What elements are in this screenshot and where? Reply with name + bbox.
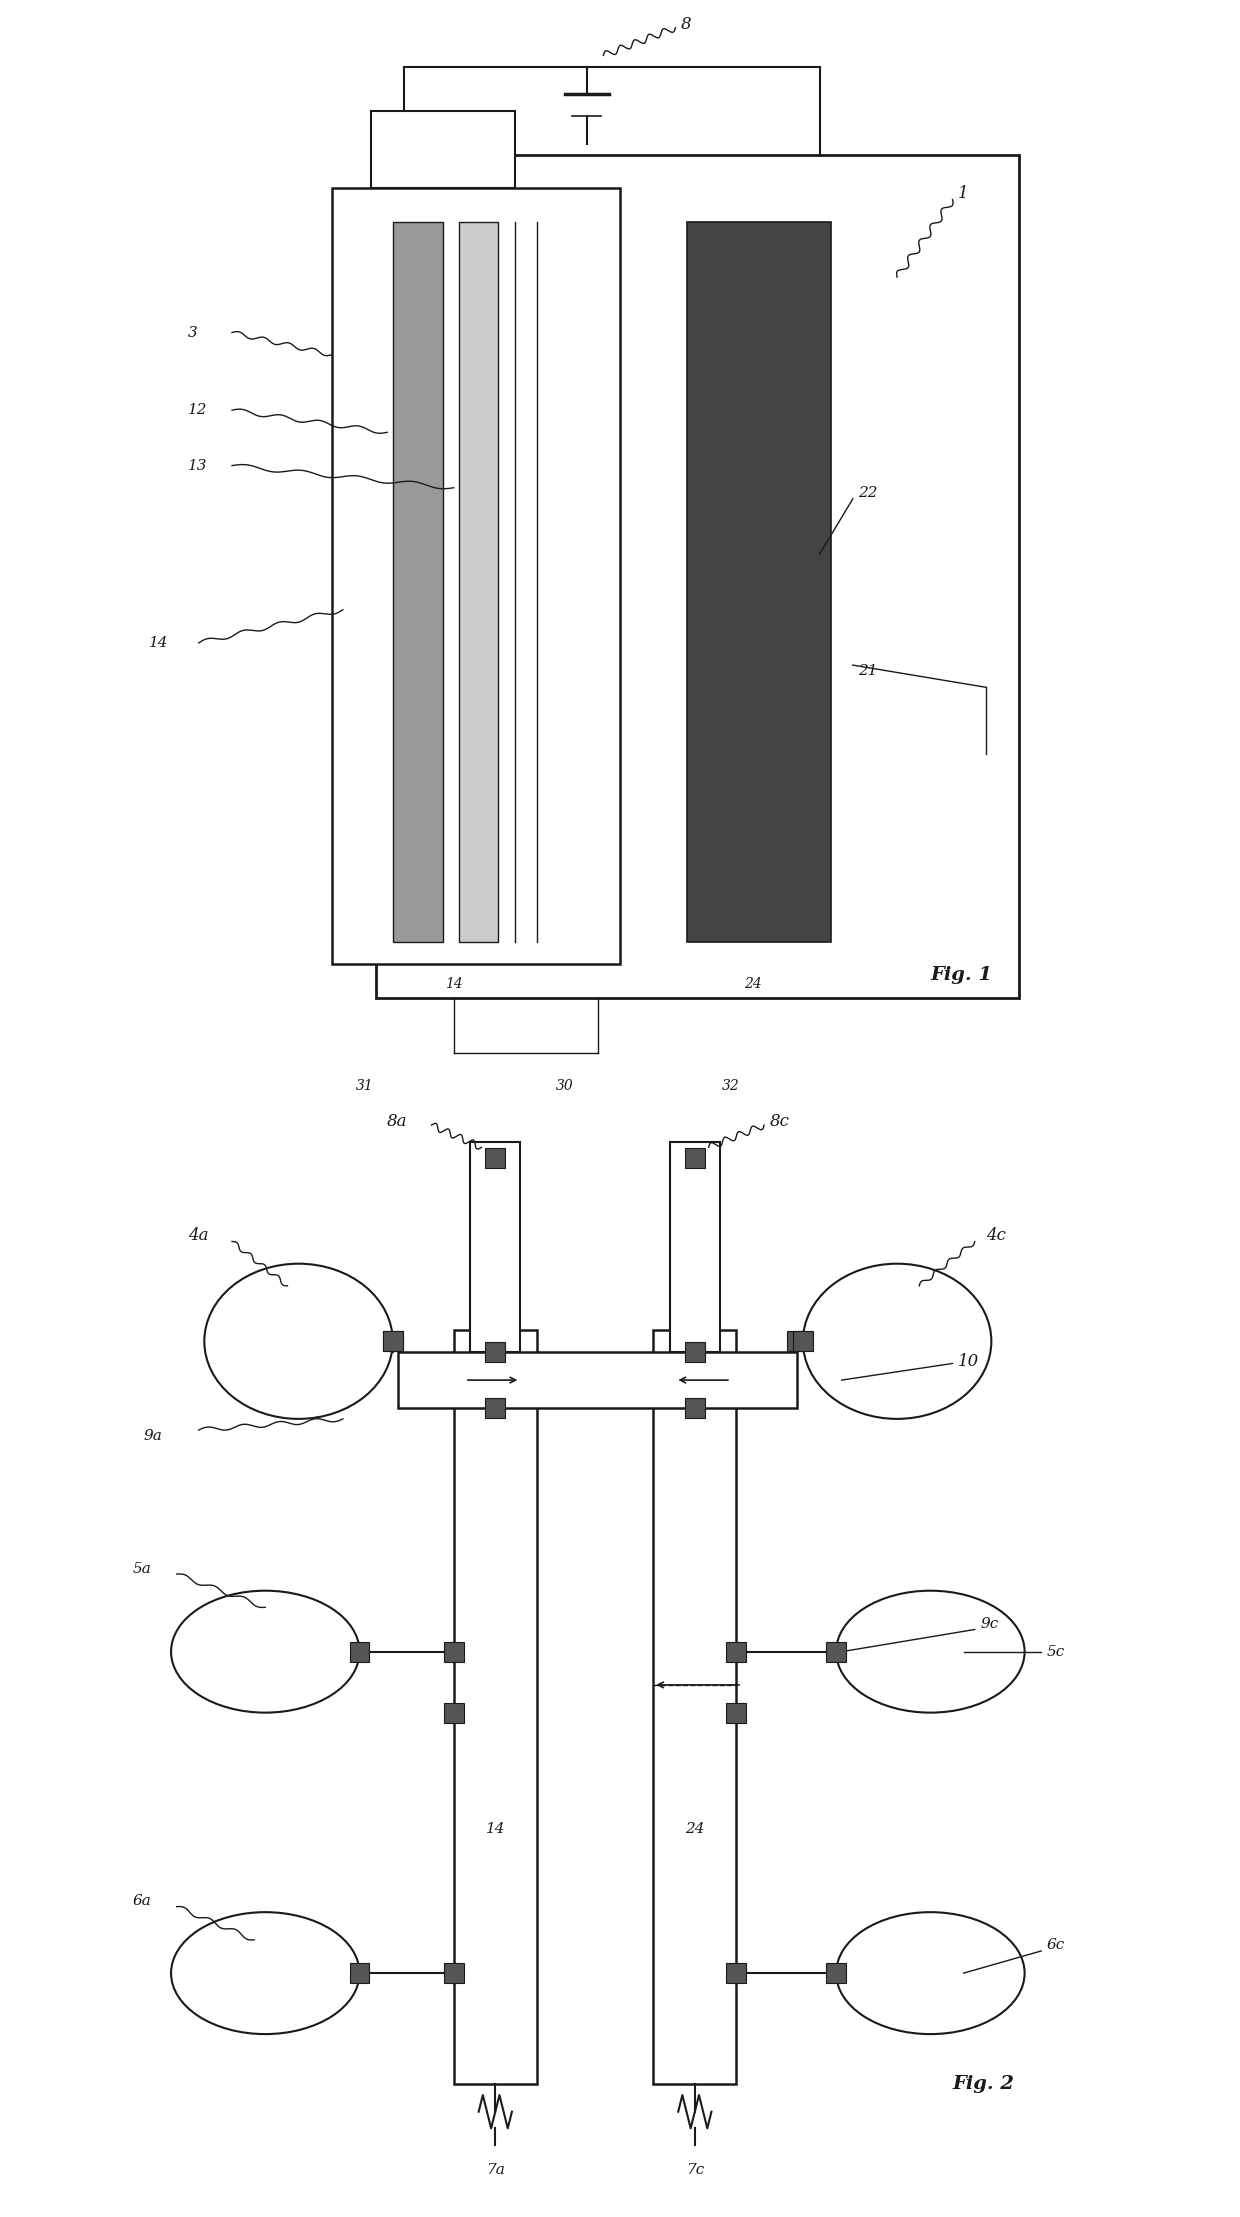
Ellipse shape [804,1264,991,1419]
Text: 14: 14 [486,1822,505,1836]
Bar [653,1330,737,2084]
Text: 4c: 4c [986,1228,1006,1244]
Bar [376,155,1019,998]
Text: 5a: 5a [133,1561,151,1576]
Bar [684,1341,704,1361]
Bar [444,1703,464,1723]
Text: 32: 32 [722,1080,740,1093]
Bar [393,222,443,942]
Text: 8c: 8c [770,1113,790,1131]
Ellipse shape [205,1264,393,1419]
Bar [444,1641,464,1663]
Text: 24: 24 [684,1822,704,1836]
Bar [670,1142,719,1352]
Text: 8: 8 [681,16,692,33]
Bar [470,1142,521,1352]
Text: 24: 24 [744,978,761,991]
Bar [684,1399,704,1419]
Text: 21: 21 [858,663,878,678]
Text: 4a: 4a [187,1228,208,1244]
Bar [485,1399,505,1419]
Text: 3: 3 [187,326,197,339]
Bar [383,1330,403,1350]
Bar [687,222,831,942]
Ellipse shape [171,1592,360,1712]
Bar [485,1148,505,1168]
Bar [371,111,515,188]
Ellipse shape [836,1592,1024,1712]
Bar [383,1330,403,1350]
Text: 8a: 8a [387,1113,408,1131]
Bar [792,1330,813,1350]
Bar [350,1964,370,1982]
Bar [398,1352,797,1408]
Bar [727,1641,746,1663]
Text: 9a: 9a [144,1428,162,1443]
Text: 14: 14 [149,636,169,650]
Bar [727,1964,746,1982]
Bar [459,222,498,942]
Text: 12: 12 [187,403,207,417]
Bar [684,1148,704,1168]
Text: 6a: 6a [133,1893,151,1909]
Text: 6c: 6c [1047,1938,1065,1953]
Bar [727,1703,746,1723]
Bar [787,1330,807,1350]
Bar [826,1964,846,1982]
Bar [826,1641,846,1663]
Bar [485,1341,505,1361]
Text: 22: 22 [858,486,878,501]
Bar [454,1330,537,2084]
Text: Fig. 1: Fig. 1 [930,967,992,984]
Text: 30: 30 [556,1080,573,1093]
Text: 7c: 7c [686,2164,704,2177]
Ellipse shape [171,1911,360,2035]
Bar [350,1641,370,1663]
Text: 1: 1 [959,186,968,202]
Bar [332,188,620,964]
Text: 13: 13 [187,459,207,472]
Text: 14: 14 [445,978,463,991]
Text: Fig. 2: Fig. 2 [952,2075,1014,2093]
Text: 31: 31 [356,1080,374,1093]
Text: 5c: 5c [1047,1645,1065,1658]
Bar [444,1964,464,1982]
Text: 10: 10 [959,1352,980,1370]
Ellipse shape [836,1911,1024,2035]
Text: 9c: 9c [981,1616,998,1632]
Text: 7a: 7a [486,2164,505,2177]
